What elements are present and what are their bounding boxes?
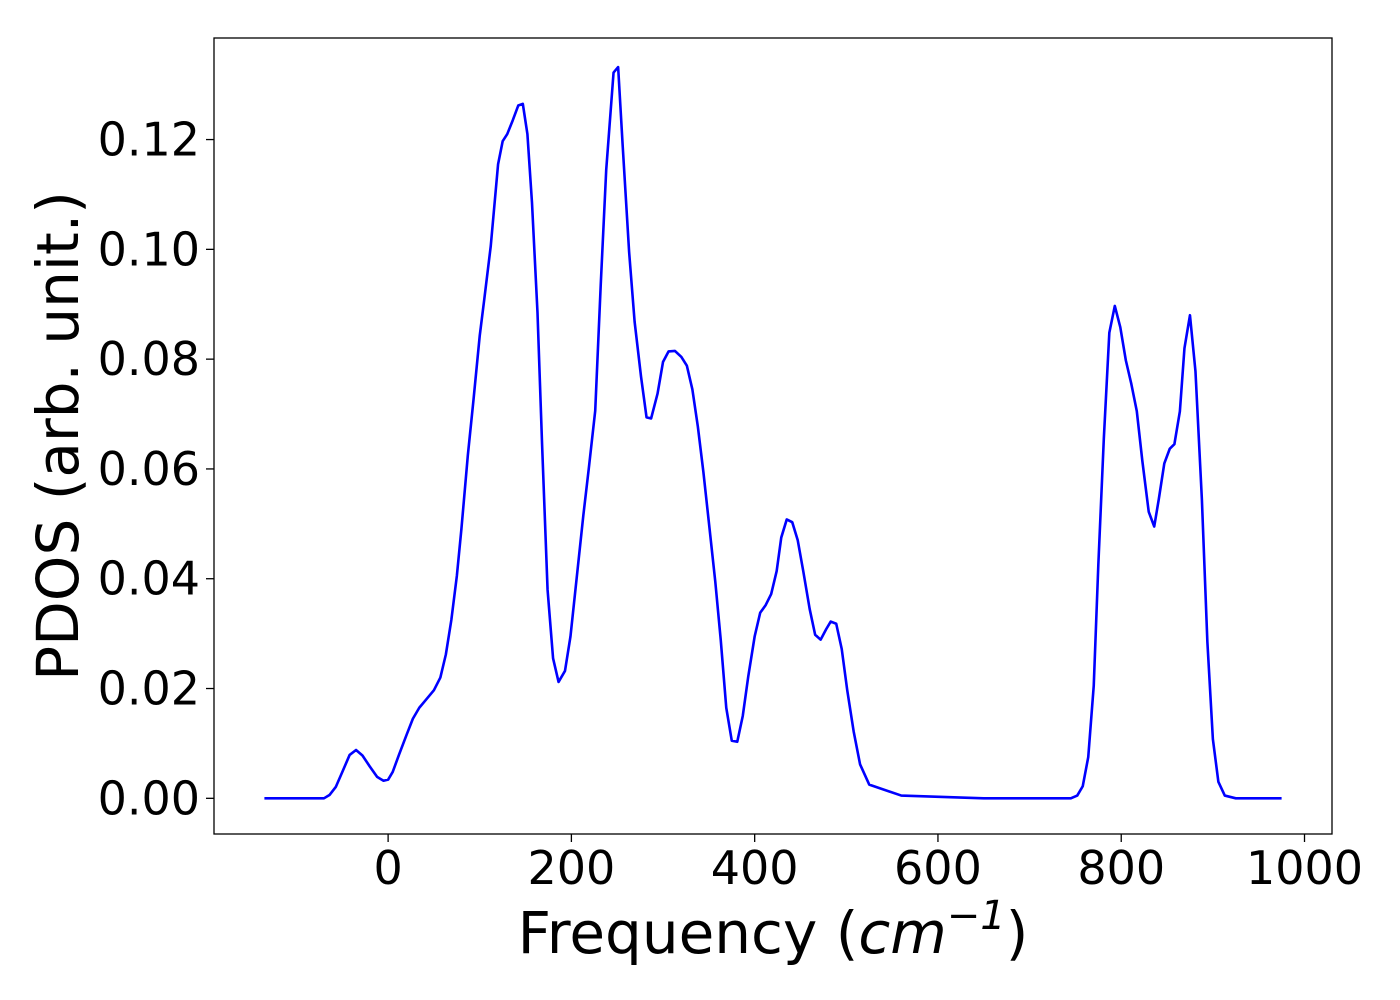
y-tick-label: 0.12 [98, 113, 200, 167]
x-tick-label: 0 [373, 841, 402, 895]
plot-frame [213, 37, 1333, 835]
x-axis-label-unit: cm [858, 899, 946, 967]
y-tick-label: 0.00 [98, 771, 200, 825]
x-tick-label: 1000 [1246, 841, 1363, 895]
x-tick-label: 600 [894, 841, 982, 895]
ticks-layer: 0 200 400 600 800 1000 0.00 0.02 0.04 0.06 0.08 0.1… [98, 113, 1363, 895]
y-tick-label: 0.02 [98, 662, 200, 716]
x-tick-label: 800 [1077, 841, 1165, 895]
y-axis-label: PDOS (arb. unit.) [24, 191, 92, 681]
x-axis-label: Frequency (cm−1) [518, 893, 1029, 967]
x-axis-label-exponent: −1 [947, 893, 1006, 939]
x-tick-label: 400 [711, 841, 799, 895]
y-tick-label: 0.08 [98, 332, 200, 386]
y-tick-label: 0.04 [98, 552, 200, 606]
y-tick-label: 0.10 [98, 222, 200, 276]
pdos-series-line [264, 65, 1282, 800]
x-axis-label-suffix: ) [1006, 899, 1029, 967]
x-tick-label: 200 [527, 841, 615, 895]
x-axis-label-prefix: Frequency ( [518, 899, 859, 967]
y-tick-label: 0.06 [98, 442, 200, 496]
